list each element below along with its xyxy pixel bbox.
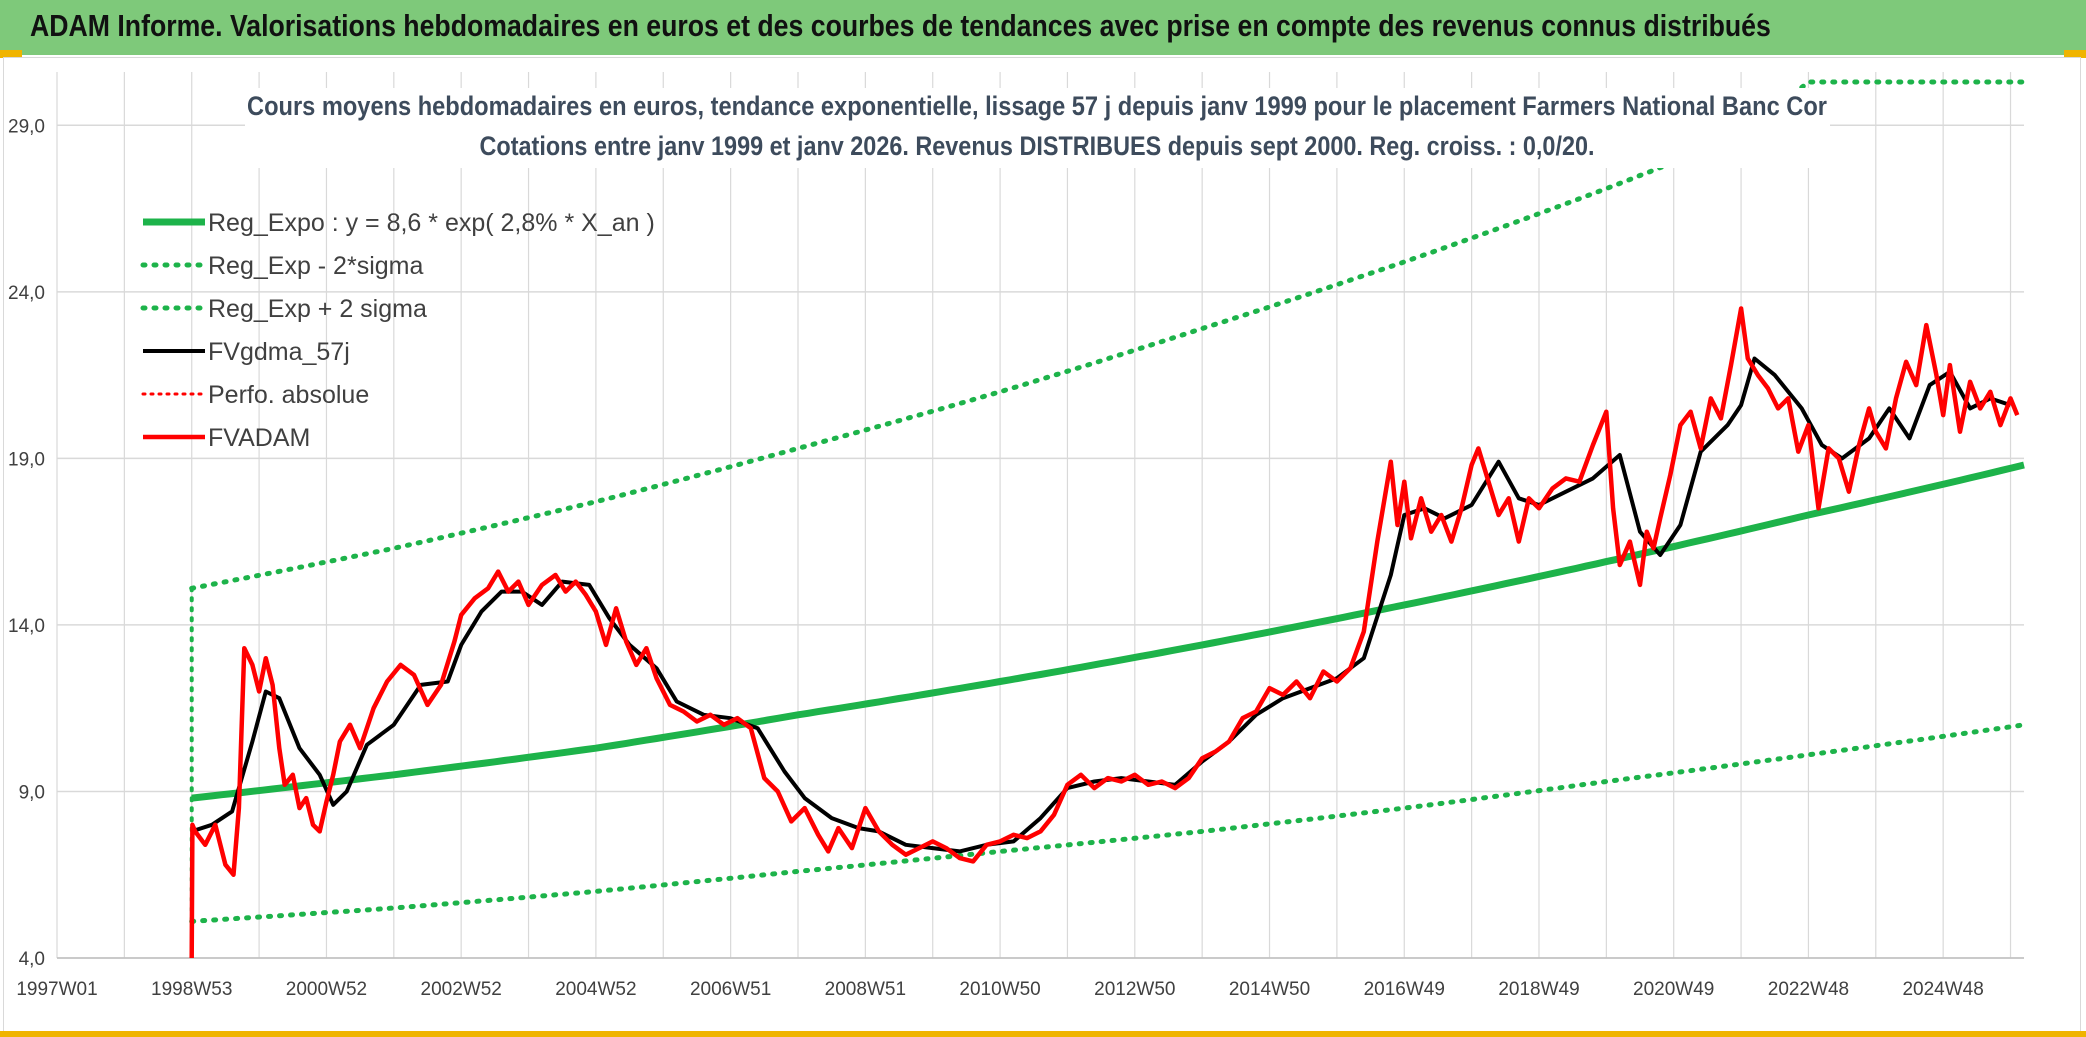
x-tick-label: 2020W49 [1633,979,1714,1000]
x-tick-label: 2024W48 [1902,979,1983,1000]
series-line-reg-exp-2-sigma [189,79,2027,591]
grid-lines [56,72,2024,959]
legend-label: Reg_Exp - 2*sigma [208,252,423,280]
x-tick-label: 2016W49 [1364,979,1445,1000]
top-banner [0,0,2086,55]
legend-label: FVgdma_57j [208,338,350,366]
chart-title-line-2: Cotations entre janv 1999 et janv 2026. … [480,131,1595,161]
y-tick-label: 9,0 [19,782,45,803]
y-tick-label: 24,0 [8,283,45,304]
x-tick-label: 2012W50 [1094,979,1175,1000]
y-tick-label: 4,0 [19,949,45,970]
y-tick-label: 29,0 [8,116,45,137]
legend: Reg_Expo : y = 8,6 * exp( 2,8% * X_an ) R… [140,209,655,452]
x-tick-label: 2022W48 [1768,979,1849,1000]
x-tick-label: 1998W53 [151,979,232,1000]
series-line-reg-expo-y-8-6-exp-2-8-x-an [191,461,2025,802]
bottom-accent-bar [0,1031,2086,1037]
axis-labels: 4,0 9,0 14,0 19,0 24,0 29,0 1997W01 1998W53 2000… [8,116,1984,1000]
legend-label: FVADAM [208,424,310,452]
x-tick-label: 2010W50 [959,979,1040,1000]
x-tick-label: 2008W51 [825,979,906,1000]
y-tick-label: 14,0 [8,616,45,637]
x-tick-label: 1997W01 [16,979,97,1000]
legend-label: Reg_Exp + 2 sigma [208,295,427,323]
chart-frame [3,57,2081,1032]
chart-title-background [245,88,1830,168]
x-tick-label: 2006W51 [690,979,771,1000]
y-tick-label: 19,0 [8,449,45,470]
x-tick-label: 2000W52 [286,979,367,1000]
legend-label: Reg_Expo : y = 8,6 * exp( 2,8% * X_an ) [208,209,655,237]
legend-label: Perfo. absolue [208,381,369,409]
x-tick-label: 2018W49 [1498,979,1579,1000]
series-line-reg-exp-2-sigma [189,722,2027,924]
x-tick-label: 2004W52 [555,979,636,1000]
chart-title-line-1: Cours moyens hebdomadaires en euros, ten… [247,91,1827,121]
series-line-fvgdma-57j [191,356,2012,854]
x-tick-label: 2014W50 [1229,979,1310,1000]
banner-accent-right [2064,50,2086,58]
series-line-fvadam [189,306,2020,959]
report-title: ADAM Informe. Valorisations hebdomadaire… [30,8,1771,43]
series-layer [189,79,2027,959]
x-tick-label: 2002W52 [421,979,502,1000]
banner-accent-left [0,50,22,58]
